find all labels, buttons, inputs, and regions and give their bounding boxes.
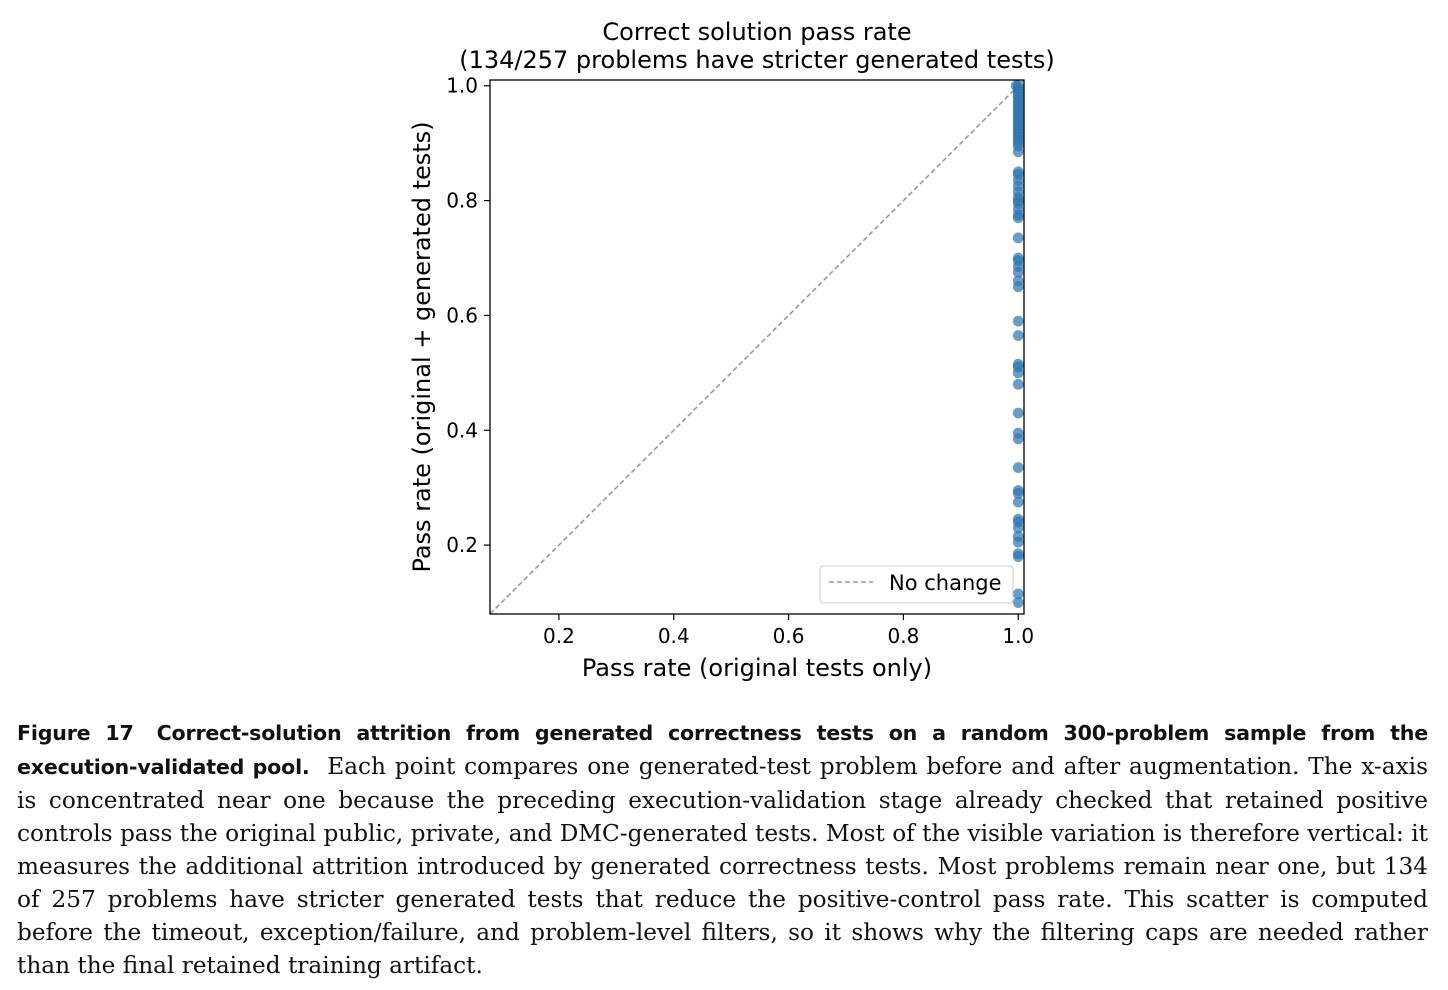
data-point	[1012, 315, 1024, 327]
figure-number: Figure 17	[17, 721, 134, 745]
figure-caption: Figure 17 Correct-solution attrition fro…	[17, 716, 1428, 982]
data-point	[1012, 433, 1024, 445]
y-tick-label: 0.4	[446, 418, 478, 442]
caption-lead: Figure 17 Correct-solution attrition fro…	[17, 721, 1428, 779]
x-axis-label: Pass rate (original tests only)	[582, 654, 932, 682]
data-point	[1012, 146, 1024, 158]
data-point	[1012, 367, 1024, 379]
y-tick-label: 1.0	[446, 74, 478, 98]
caption-body: Each point compares one generated-test p…	[17, 753, 1428, 979]
legend: No change	[819, 565, 1014, 604]
data-point	[1012, 536, 1024, 548]
legend-label-no-change: No change	[889, 571, 1002, 595]
no-change-reference-line-group	[489, 79, 1025, 615]
data-point	[1012, 597, 1024, 609]
data-point	[1012, 330, 1024, 342]
caption-bold-title: Correct-solution attrition from generate…	[17, 721, 1428, 779]
y-tick-label: 0.2	[446, 533, 478, 557]
x-axis-ticks: 0.2 0.4 0.6 0.8 1.0	[543, 614, 1034, 648]
y-axis-label: Pass rate (original + generated tests)	[408, 121, 436, 572]
scatter-chart: Correct solution pass rate (134/257 prob…	[408, 18, 1055, 682]
x-tick-label: 1.0	[1002, 624, 1034, 648]
chart-title: Correct solution pass rate	[602, 18, 911, 46]
plot-frame	[489, 79, 1025, 615]
data-point	[1012, 378, 1024, 390]
data-point	[1012, 496, 1024, 508]
x-tick-label: 0.8	[888, 624, 920, 648]
data-point	[1012, 551, 1024, 563]
data-point	[1012, 462, 1024, 474]
y-tick-label: 0.8	[446, 189, 478, 213]
legend-box	[819, 565, 1014, 604]
chart-subtitle: (134/257 problems have stricter generate…	[459, 46, 1055, 74]
x-tick-label: 0.4	[658, 624, 690, 648]
data-point	[1012, 281, 1024, 293]
x-tick-label: 0.6	[773, 624, 805, 648]
y-tick-label: 0.6	[446, 303, 478, 327]
data-point	[1012, 407, 1024, 419]
x-tick-label: 0.2	[543, 624, 575, 648]
data-point	[1012, 212, 1024, 224]
y-axis-ticks: 0.2 0.4 0.6 0.8 1.0	[446, 74, 490, 557]
no-change-diagonal-line	[489, 79, 1025, 615]
data-point	[1012, 232, 1024, 244]
scatter-points	[1010, 80, 1024, 609]
